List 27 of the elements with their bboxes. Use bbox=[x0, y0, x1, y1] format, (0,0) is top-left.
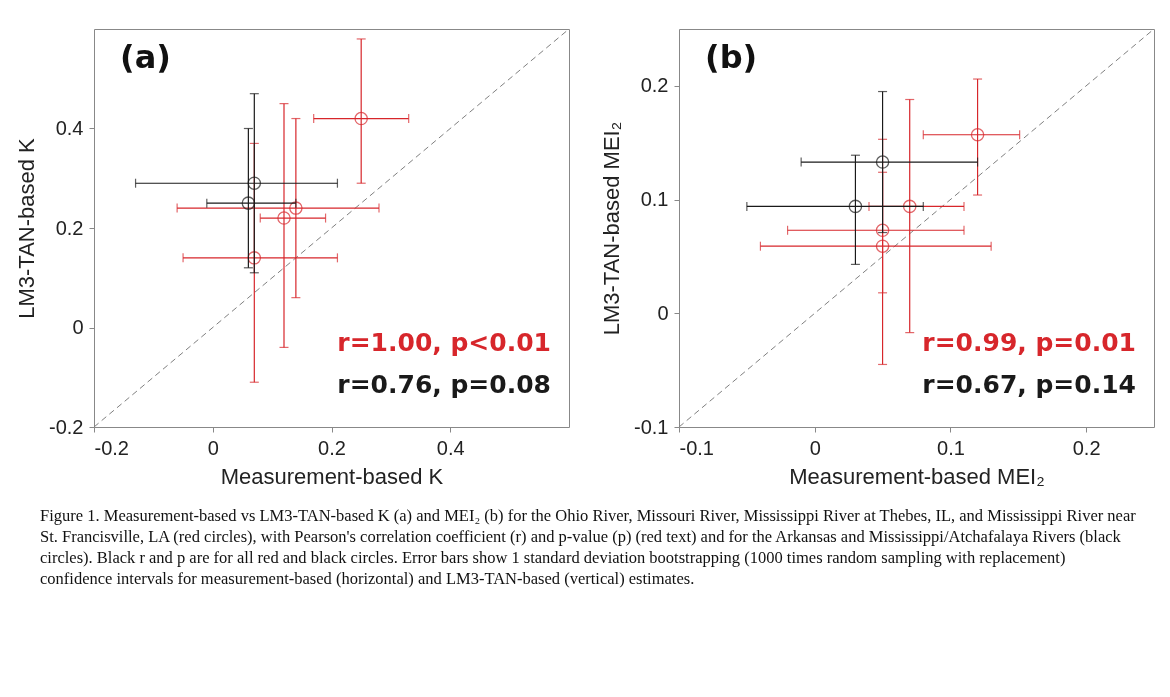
x-tick-label: 0.2 bbox=[318, 436, 346, 459]
annotation: r=0.67, p=0.14 bbox=[922, 370, 1136, 399]
annotation: r=0.99, p=0.01 bbox=[922, 328, 1136, 357]
annotation: (a) bbox=[120, 38, 171, 76]
y-tick-label: -0.2 bbox=[49, 415, 84, 438]
annotation: r=0.76, p=0.08 bbox=[337, 370, 551, 399]
x-tick-label: 0 bbox=[809, 436, 821, 459]
caption: Figure 1. Measurement-based vs LM3-TAN-based K (a) and MEI₂ (b) for the Ohio River, Missouri River, Mississippi River at Thebes, IL, and Mississippi River near St. Francisville, LA (red circles), with Pearson's correlation coefficient (r) and p-value (p) (red text) and for the Arkansas and Mississippi/Atchafalaya Rivers (black circles). Black r and p are for all red and black circles. Error bars show 1 standard deviation bootstrapping (1000 times random sampling with replacement) confidence intervals for measurement-based (horizontal) and LM3-TAN-based (vertical) estimates. bbox=[40, 505, 1137, 589]
x-tick-label: -0.2 bbox=[94, 436, 129, 459]
y-tick-label: 0 bbox=[72, 316, 84, 338]
y-tick-label: 0.2 bbox=[55, 216, 84, 239]
x-tick-label: 0.2 bbox=[1072, 436, 1101, 459]
x-tick-label: 0.1 bbox=[937, 436, 965, 459]
annotation: (b) bbox=[705, 38, 758, 76]
y-tick-label: 0.1 bbox=[640, 188, 669, 211]
y-tick-label: 0.2 bbox=[640, 74, 669, 97]
y-tick-label: -0.1 bbox=[634, 415, 669, 438]
x-tick-label: 0.4 bbox=[436, 436, 465, 459]
x-axis-title: Measurement-based MEI₂ bbox=[789, 463, 1045, 489]
y-axis-title: LM3-TAN-based MEI₂ bbox=[599, 121, 625, 336]
y-tick-label: 0 bbox=[657, 301, 669, 324]
y-axis-title: LM3-TAN-based K bbox=[14, 137, 40, 319]
x-tick-label: 0 bbox=[207, 436, 219, 459]
x-tick-label: -0.1 bbox=[679, 436, 714, 459]
y-tick-label: 0.4 bbox=[55, 117, 84, 139]
x-axis-title: Measurement-based K bbox=[220, 463, 444, 489]
annotation: r=1.00, p<0.01 bbox=[337, 328, 551, 357]
